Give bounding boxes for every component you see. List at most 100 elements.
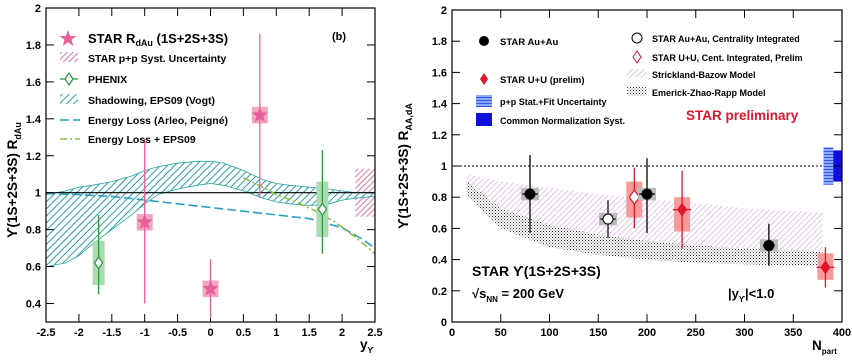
uu-int-point: [628, 189, 641, 206]
svg-text:Npart: Npart: [812, 338, 837, 356]
legend-norm-label: Common Normalization Syst.: [500, 116, 625, 126]
left-y-tick-label: 1.6: [26, 77, 41, 89]
right-rapidity-post: |<1.0: [745, 286, 774, 301]
auau-int-point: [602, 213, 614, 225]
legend-ezr-label: Emerick-Zhao-Rapp Model: [652, 88, 766, 98]
right-y-tick-label: 0.6: [432, 223, 447, 235]
eloss-eps-curve: [243, 177, 376, 255]
left-x-tick-label: 1: [273, 327, 279, 339]
left-y-tick-label: 1.4: [26, 114, 42, 126]
right-x-tick-label: 200: [638, 327, 656, 339]
left-panel-label: (b): [332, 31, 346, 43]
strickland-band: [466, 173, 823, 260]
right-x-tick-label: 0: [449, 327, 455, 339]
right-x-tick-label: 350: [784, 327, 802, 339]
svg-text:ϒ(1S+2S+3S) RdAu: ϒ(1S+2S+3S) RdAu: [5, 122, 23, 238]
legend-norm-swatch: [476, 113, 492, 126]
svg-text:yϒ: yϒ: [360, 337, 375, 355]
left-x-tick-label: 1.5: [302, 327, 317, 339]
right-x-tick-label: 400: [833, 327, 851, 339]
right-x-tick-label: 150: [589, 327, 607, 339]
left-x-tick-label: 0: [207, 327, 213, 339]
star-point: [202, 280, 219, 296]
right-ylabel: ϒ(1S+2S+3S) R: [396, 130, 411, 228]
legend-phenix-marker: [64, 71, 74, 87]
legend-star-label: STAR R: [88, 31, 136, 46]
legend-strickland-swatch: [627, 69, 647, 78]
right-y-tick-label: 2: [441, 5, 447, 17]
left-y-tick-label: 1: [35, 188, 41, 200]
right-x-tick-label: 50: [495, 327, 507, 339]
phenix-point: [317, 202, 328, 217]
legend-auau-int-label: STAR Au+Au, Centrality Integrated: [652, 34, 800, 44]
svg-text:STAR RdAu (1S+2S+3S): STAR RdAu (1S+2S+3S): [88, 31, 228, 48]
legend-eloss-eps-label: Energy Loss + EPS09: [88, 134, 196, 146]
legend-uu-marker: [480, 73, 488, 85]
star-preliminary-label: STAR preliminary: [686, 108, 799, 123]
legend-shadowing-swatch: [60, 94, 78, 104]
auau-point: [524, 188, 536, 200]
right-x-tick-label: 100: [540, 327, 558, 339]
legend-auau-marker: [479, 36, 489, 46]
right-y-tick-label: 0.4: [432, 255, 448, 267]
legend-pp-stat-label: p+p Stat.+Fit Uncertainty: [500, 97, 607, 107]
legend-pp-syst-swatch: [60, 52, 78, 62]
legend-star-marker: [59, 30, 77, 46]
legend-uu-int-marker: [632, 50, 642, 64]
left-x-tick-label: 0.5: [236, 327, 251, 339]
right-ylabel-sub: AA,dA: [404, 103, 414, 131]
legend-shadowing-label: Shadowing, EPS09 (Vogt): [88, 95, 215, 107]
left-x-tick-label: 2.5: [367, 327, 382, 339]
right-y-tick-label: 1.2: [432, 130, 447, 142]
ezr-band: [466, 181, 823, 266]
right-label-energy: √s: [472, 286, 486, 301]
left-y-tick-label: 0.4: [26, 299, 42, 311]
right-label-system: STAR ϒ(1S+2S+3S): [472, 263, 601, 279]
left-legend: STAR RdAu (1S+2S+3S) STAR p+p Syst. Unce…: [59, 30, 228, 146]
right-label-energy-sub: NN: [486, 295, 498, 304]
legend-star-suffix: (1S+2S+3S): [153, 31, 228, 46]
left-y-tick-label: 1.2: [26, 151, 41, 163]
right-xlabel: N: [812, 338, 822, 353]
left-xlabel: y: [360, 337, 368, 352]
left-x-tick-label: -2.5: [37, 327, 56, 339]
left-x-tick-label: 2: [339, 327, 345, 339]
right-xlabel-sub: part: [822, 347, 837, 356]
right-y-tick-label: 0: [441, 317, 447, 329]
right-y-tick-label: 1.6: [432, 67, 447, 79]
uu-point: [677, 202, 688, 217]
right-rapidity-sub: ϒ: [739, 295, 746, 304]
legend-phenix-label: PHENIX: [88, 74, 127, 86]
left-y-tick-label: 2: [35, 3, 41, 15]
right-y-tick-label: 1: [441, 161, 447, 173]
legend-pp-stat-swatch: [476, 95, 492, 107]
legend-eloss-label: Energy Loss (Arleo, Peigné): [88, 115, 228, 127]
left-y-tick-label: 0.8: [26, 225, 41, 237]
svg-text:√sNN = 200 GeV: √sNN = 200 GeV: [472, 286, 564, 304]
left-x-tick-label: -0.5: [168, 327, 187, 339]
left-x-tick-label: -1.5: [102, 327, 121, 339]
star-point: [136, 213, 153, 230]
svg-text:ϒ(1S+2S+3S) RAA,dA: ϒ(1S+2S+3S) RAA,dA: [396, 103, 414, 229]
legend-uu-label: STAR U+U (prelim): [500, 75, 585, 86]
uu-point: [820, 260, 831, 275]
legend-ezr-swatch: [627, 87, 647, 96]
right-y-tick-label: 0.8: [432, 192, 447, 204]
svg-text:|yϒ|<1.0: |yϒ|<1.0: [728, 286, 774, 304]
star-point: [251, 106, 268, 122]
right-y-tick-label: 1.8: [432, 36, 447, 48]
legend-pp-syst-label: STAR p+p Syst. Uncertainty: [88, 53, 227, 65]
legend-strickland-label: Strickland-Bazow Model: [652, 70, 756, 80]
eloss-curve: [45, 192, 376, 249]
left-y-tick-label: 0.6: [26, 262, 41, 274]
right-y-tick-label: 0.2: [432, 286, 447, 298]
left-ylabel-sub: dAu: [13, 122, 23, 140]
left-x-tick-label: -1: [140, 327, 150, 339]
left-chart: -2.5 -2 -1.5 -1 -0.5 0 0.5 1 1.5 2 2.5 0.4 0.6 0.8 1 1.…: [5, 3, 383, 355]
right-label-energy-post: = 200 GeV: [498, 286, 564, 301]
right-y-tick-label: 1.4: [432, 99, 448, 111]
right-x-tick-label: 300: [735, 327, 753, 339]
right-legend: STAR Au+Au STAR Au+Au, Centrality Integr…: [476, 32, 803, 126]
left-x-tick-label: -2: [74, 327, 84, 339]
